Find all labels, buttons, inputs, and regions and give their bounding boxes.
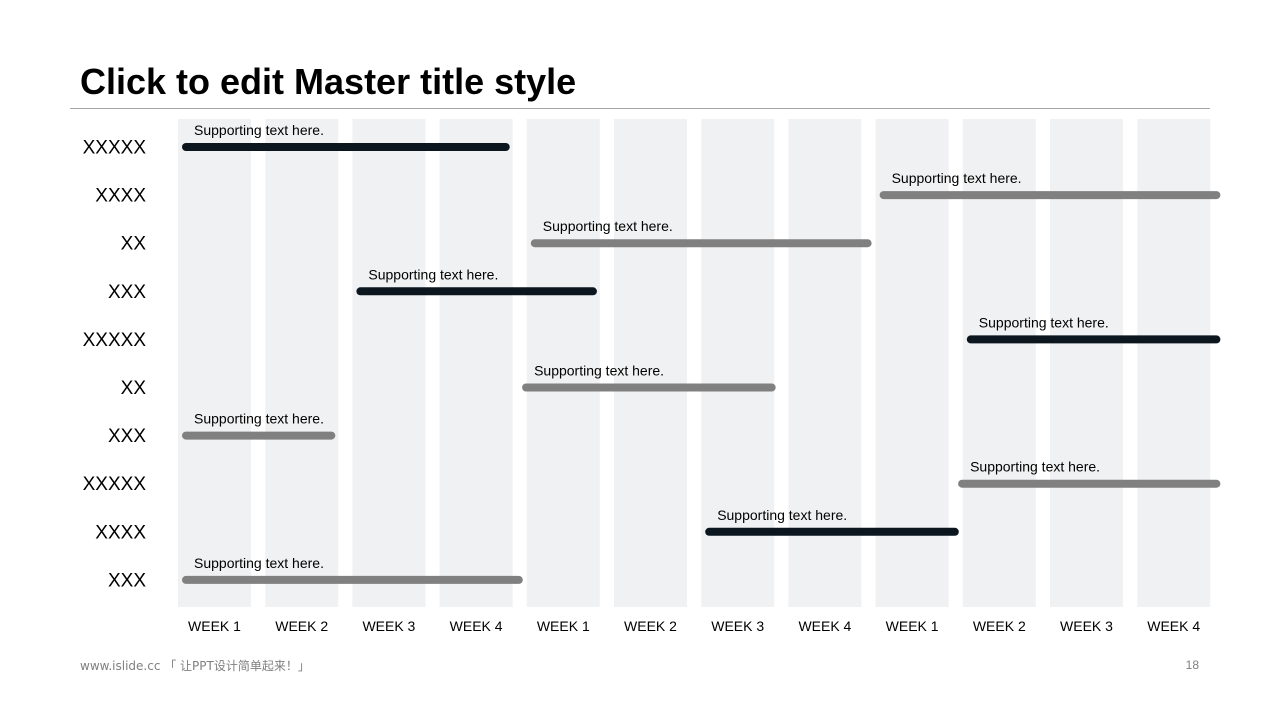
- task-bar: [879, 191, 1221, 200]
- task-bar: [966, 335, 1221, 344]
- week-tick-label: WEEK 1: [537, 618, 590, 634]
- week-column: [439, 119, 513, 607]
- week-tick-label: WEEK 2: [973, 618, 1026, 634]
- supporting-text: Supporting text here.: [543, 218, 673, 234]
- week-column: [962, 119, 1036, 607]
- week-column: [701, 119, 775, 607]
- row-label: XX: [121, 234, 147, 255]
- task-bar: [522, 383, 776, 392]
- supporting-text: Supporting text here.: [194, 411, 324, 427]
- title-divider: [70, 108, 1210, 109]
- week-tick-label: WEEK 4: [798, 618, 851, 634]
- supporting-text: Supporting text here.: [534, 363, 664, 379]
- week-column: [352, 119, 426, 607]
- week-tick-label: WEEK 4: [450, 618, 503, 634]
- supporting-text: Supporting text here.: [194, 122, 324, 138]
- row-label: XXXXX: [83, 330, 147, 351]
- supporting-text: Supporting text here.: [368, 266, 498, 282]
- week-tick-label: WEEK 3: [1060, 618, 1113, 634]
- footer-text: www.islide.cc 「 让PPT设计简单起来！」: [80, 659, 310, 673]
- week-tick-label: WEEK 4: [1147, 618, 1200, 634]
- row-label: XX: [121, 378, 147, 399]
- week-tick-label: WEEK 3: [711, 618, 764, 634]
- week-column: [178, 119, 251, 607]
- week-tick-label: WEEK 2: [624, 618, 677, 634]
- task-bar: [356, 287, 597, 296]
- supporting-text: Supporting text here.: [970, 459, 1100, 475]
- row-label: XXXX: [95, 522, 146, 543]
- supporting-text: Supporting text here.: [194, 555, 324, 571]
- row-label: XXX: [108, 426, 146, 447]
- week-column: [1050, 119, 1123, 607]
- row-label: XXX: [108, 282, 146, 303]
- week-tick-label: WEEK 2: [275, 618, 328, 634]
- page-number: 18: [1185, 658, 1199, 672]
- week-tick-label: WEEK 3: [362, 618, 415, 634]
- row-label: XXXXX: [83, 138, 147, 159]
- week-column: [614, 119, 687, 607]
- week-tick-label: WEEK 1: [188, 618, 241, 634]
- week-column: [265, 119, 339, 607]
- row-label: XXX: [108, 570, 146, 591]
- task-bar: [182, 431, 336, 440]
- task-bar: [705, 527, 959, 536]
- supporting-text: Supporting text here.: [717, 507, 847, 523]
- week-column: [875, 119, 949, 607]
- slide-title: Click to edit Master title style: [80, 61, 577, 102]
- week-column: [526, 119, 600, 607]
- task-bar: [182, 143, 510, 151]
- task-bar: [958, 479, 1221, 488]
- week-column: [788, 119, 862, 607]
- task-bar: [530, 239, 872, 248]
- week-column: [1137, 119, 1211, 607]
- row-label: XXXXX: [83, 474, 147, 495]
- task-bar: [182, 575, 523, 584]
- supporting-text: Supporting text here.: [892, 170, 1022, 186]
- supporting-text: Supporting text here.: [979, 314, 1109, 330]
- week-tick-label: WEEK 1: [886, 618, 939, 634]
- row-label: XXXX: [95, 186, 146, 207]
